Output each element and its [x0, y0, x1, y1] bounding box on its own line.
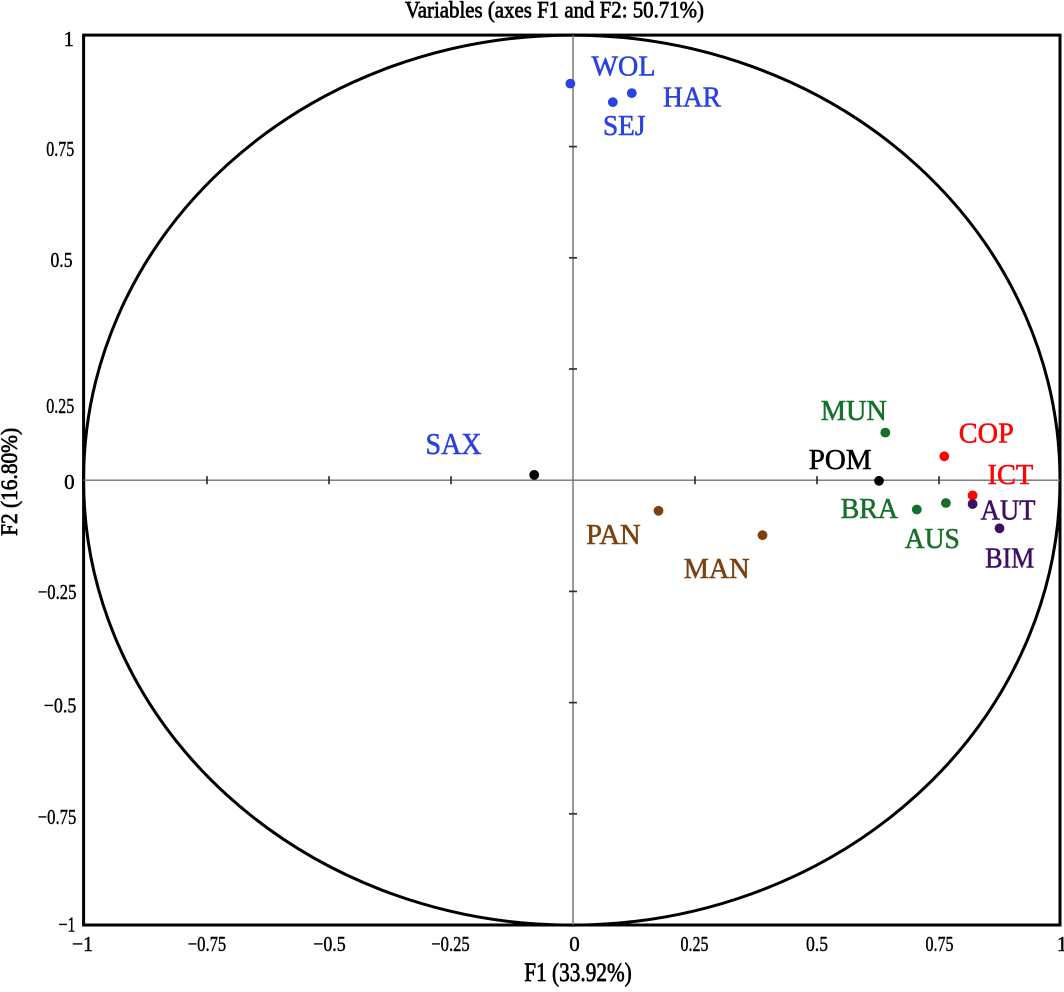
svg-text:0.25: 0.25	[46, 394, 74, 418]
svg-text:COP: COP	[959, 418, 1014, 450]
svg-text:SAX: SAX	[426, 427, 482, 461]
svg-text:BRA: BRA	[841, 493, 899, 525]
svg-text:Variables (axes F1 and F2: 50.: Variables (axes F1 and F2: 50.71%)	[405, 0, 704, 24]
svg-text:SEJ: SEJ	[603, 110, 646, 142]
svg-text:−0.25: −0.25	[38, 580, 77, 604]
svg-text:0: 0	[569, 932, 580, 956]
svg-text:0.75: 0.75	[926, 932, 954, 956]
svg-text:WOL: WOL	[592, 50, 656, 82]
svg-text:−0.25: −0.25	[431, 932, 470, 956]
svg-text:F2 (16.80%): F2 (16.80%)	[0, 428, 22, 536]
svg-text:PAN: PAN	[586, 519, 641, 551]
svg-text:−1: −1	[72, 932, 93, 956]
svg-text:−1: −1	[59, 912, 76, 936]
svg-text:AUS: AUS	[905, 523, 960, 555]
svg-text:1: 1	[1057, 932, 1064, 956]
svg-text:−0.75: −0.75	[38, 805, 77, 829]
svg-text:MUN: MUN	[821, 395, 887, 427]
svg-text:MAN: MAN	[684, 553, 750, 585]
svg-text:0.25: 0.25	[681, 932, 709, 956]
svg-text:0: 0	[64, 470, 75, 494]
svg-text:HAR: HAR	[663, 81, 722, 113]
svg-text:F1 (33.92%): F1 (33.92%)	[524, 958, 632, 987]
svg-text:POM: POM	[809, 444, 872, 476]
svg-text:0.5: 0.5	[806, 932, 828, 956]
svg-text:0.5: 0.5	[51, 248, 73, 272]
svg-text:−0.5: −0.5	[44, 693, 77, 717]
svg-text:1: 1	[64, 27, 75, 51]
svg-text:ICT: ICT	[988, 459, 1034, 491]
svg-text:BIM: BIM	[985, 543, 1034, 575]
svg-text:0.75: 0.75	[46, 137, 74, 161]
svg-text:−0.5: −0.5	[313, 932, 346, 956]
svg-text:AUT: AUT	[981, 495, 1036, 527]
svg-text:−0.75: −0.75	[188, 932, 227, 956]
